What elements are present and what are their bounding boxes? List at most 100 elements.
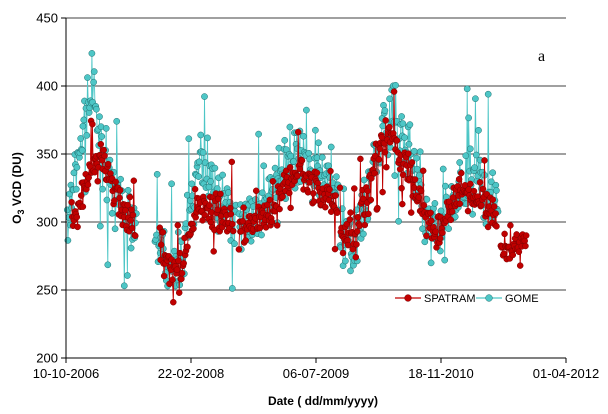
point-gome-0-39	[93, 105, 100, 113]
point-spatram-3-24	[354, 214, 362, 221]
point-gome-4-23	[441, 256, 449, 264]
point-gome-1-106	[231, 240, 238, 248]
point-spatram-2-45	[269, 178, 277, 185]
point-spatram-1-94	[227, 204, 234, 212]
point-spatram-4-34	[449, 194, 457, 201]
point-spatram-3-62	[383, 163, 390, 171]
point-spatram-4-87	[489, 196, 497, 203]
point-spatram-0-81	[128, 224, 136, 232]
x-tick-label-2: 06-07-2009	[283, 366, 350, 381]
x-axis-title: Date ( dd/mm/yyyy)	[268, 394, 378, 408]
point-gome-3-32	[360, 176, 368, 184]
point-gome-0-52	[102, 125, 110, 132]
point-spatram-4-5	[428, 217, 435, 225]
point-gome-0-20	[78, 146, 86, 154]
point-spatram-1-4	[159, 228, 167, 236]
point-gome-0-35	[90, 78, 97, 86]
point-spatram-0-79	[127, 217, 134, 224]
point-spatram-2-9	[242, 237, 249, 244]
point-gome-0-85	[127, 244, 135, 252]
point-gome-0-53	[103, 196, 111, 204]
point-gome-2-130	[333, 173, 340, 181]
x-tick-label-1: 22-02-2008	[158, 366, 225, 381]
point-gome-0-47	[99, 185, 106, 193]
point-gome-3-106	[416, 172, 423, 179]
y-tick-label-450: 450	[36, 11, 58, 26]
point-spatram-1-18	[170, 298, 177, 306]
point-gome-3-102	[413, 154, 420, 162]
x-tick-label-0: 10-10-2006	[33, 366, 100, 381]
point-gome-4-10	[431, 200, 439, 207]
point-spatram-4-76	[481, 157, 488, 164]
point-spatram-2-6	[240, 204, 247, 211]
y-tick-label-350: 350	[36, 147, 58, 162]
point-gome-0-22	[80, 116, 88, 124]
point-gome-4-57	[466, 145, 474, 153]
point-gome-1-66	[201, 93, 208, 100]
point-spatram-0-59	[112, 178, 119, 186]
point-gome-4-68	[475, 126, 482, 134]
point-gome-2-30	[258, 231, 265, 239]
point-spatram-2-129	[332, 192, 339, 199]
point-gome-4-92	[493, 187, 500, 194]
point-gome-3-93	[406, 121, 414, 128]
point-spatram-2-69	[287, 204, 294, 212]
point-spatram-3-105	[415, 194, 423, 201]
point-gome-0-64	[111, 225, 119, 233]
point-spatram-1-77	[214, 206, 221, 214]
point-gome-4-28	[445, 225, 452, 233]
point-gome-3-107	[416, 148, 424, 156]
point-spatram-0-85	[132, 232, 139, 240]
point-spatram-4-17	[436, 235, 444, 242]
point-spatram-1-6	[160, 272, 168, 280]
point-spatram-1-37	[184, 243, 191, 251]
point-gome-4-43	[456, 159, 464, 166]
point-spatram-1-60	[201, 211, 208, 219]
point-gome-1-74	[207, 178, 214, 185]
point-spatram-1-97	[229, 220, 236, 228]
point-spatram-4-4	[427, 209, 434, 217]
point-gome-2-69	[287, 152, 295, 160]
point-spatram-4-70	[476, 179, 484, 186]
point-spatram-3-84	[399, 171, 407, 179]
point-spatram-4-43	[456, 200, 464, 208]
point-spatram-1-95	[227, 210, 235, 218]
x-tick-labels: 10-10-2006 22-02-2008 06-07-2009 18-11-2010…	[33, 366, 600, 381]
point-spatram-3-19	[351, 185, 358, 192]
point-gome-4-55	[465, 114, 472, 122]
point-gome-4-65	[472, 151, 480, 159]
point-spatram-2-131	[333, 209, 341, 216]
point-spatram-4-31	[447, 216, 455, 224]
point-spatram-3-13	[346, 216, 354, 223]
point-spatram-2-67	[286, 189, 293, 197]
point-spatram-0-31	[91, 168, 99, 176]
point-spatram-0-82	[129, 211, 137, 219]
point-spatram-4-91	[492, 210, 499, 217]
point-spatram-2-79	[294, 128, 302, 136]
point-spatram-4-74	[479, 185, 487, 193]
point-gome-3-113	[421, 238, 429, 246]
point-spatram-3-112	[420, 202, 428, 209]
y-tick-label-200: 200	[36, 351, 58, 366]
point-spatram-1-26	[175, 289, 183, 296]
point-spatram-0-13	[77, 192, 85, 199]
point-spatram-3-38	[365, 210, 372, 218]
point-gome-0-18	[77, 135, 85, 142]
y-tick-label-400: 400	[36, 79, 58, 94]
legend-marker-gome	[485, 294, 493, 302]
point-spatram-3-53	[376, 145, 384, 153]
x-tick-label-4: 01-04-2012	[533, 366, 600, 381]
point-gome-2-111	[318, 153, 326, 161]
point-spatram-2-78	[294, 172, 301, 180]
point-spatram-3-0	[336, 184, 344, 191]
point-spatram-0-78	[126, 193, 134, 201]
point-spatram-5-34	[522, 232, 530, 239]
point-spatram-3-37	[364, 187, 371, 195]
point-spatram-3-41	[367, 196, 375, 204]
point-gome-3-86	[401, 134, 408, 141]
point-gome-0-46	[98, 133, 106, 140]
point-spatram-3-72	[390, 88, 398, 95]
point-spatram-3-66	[386, 123, 393, 131]
point-spatram-1-29	[178, 275, 185, 283]
